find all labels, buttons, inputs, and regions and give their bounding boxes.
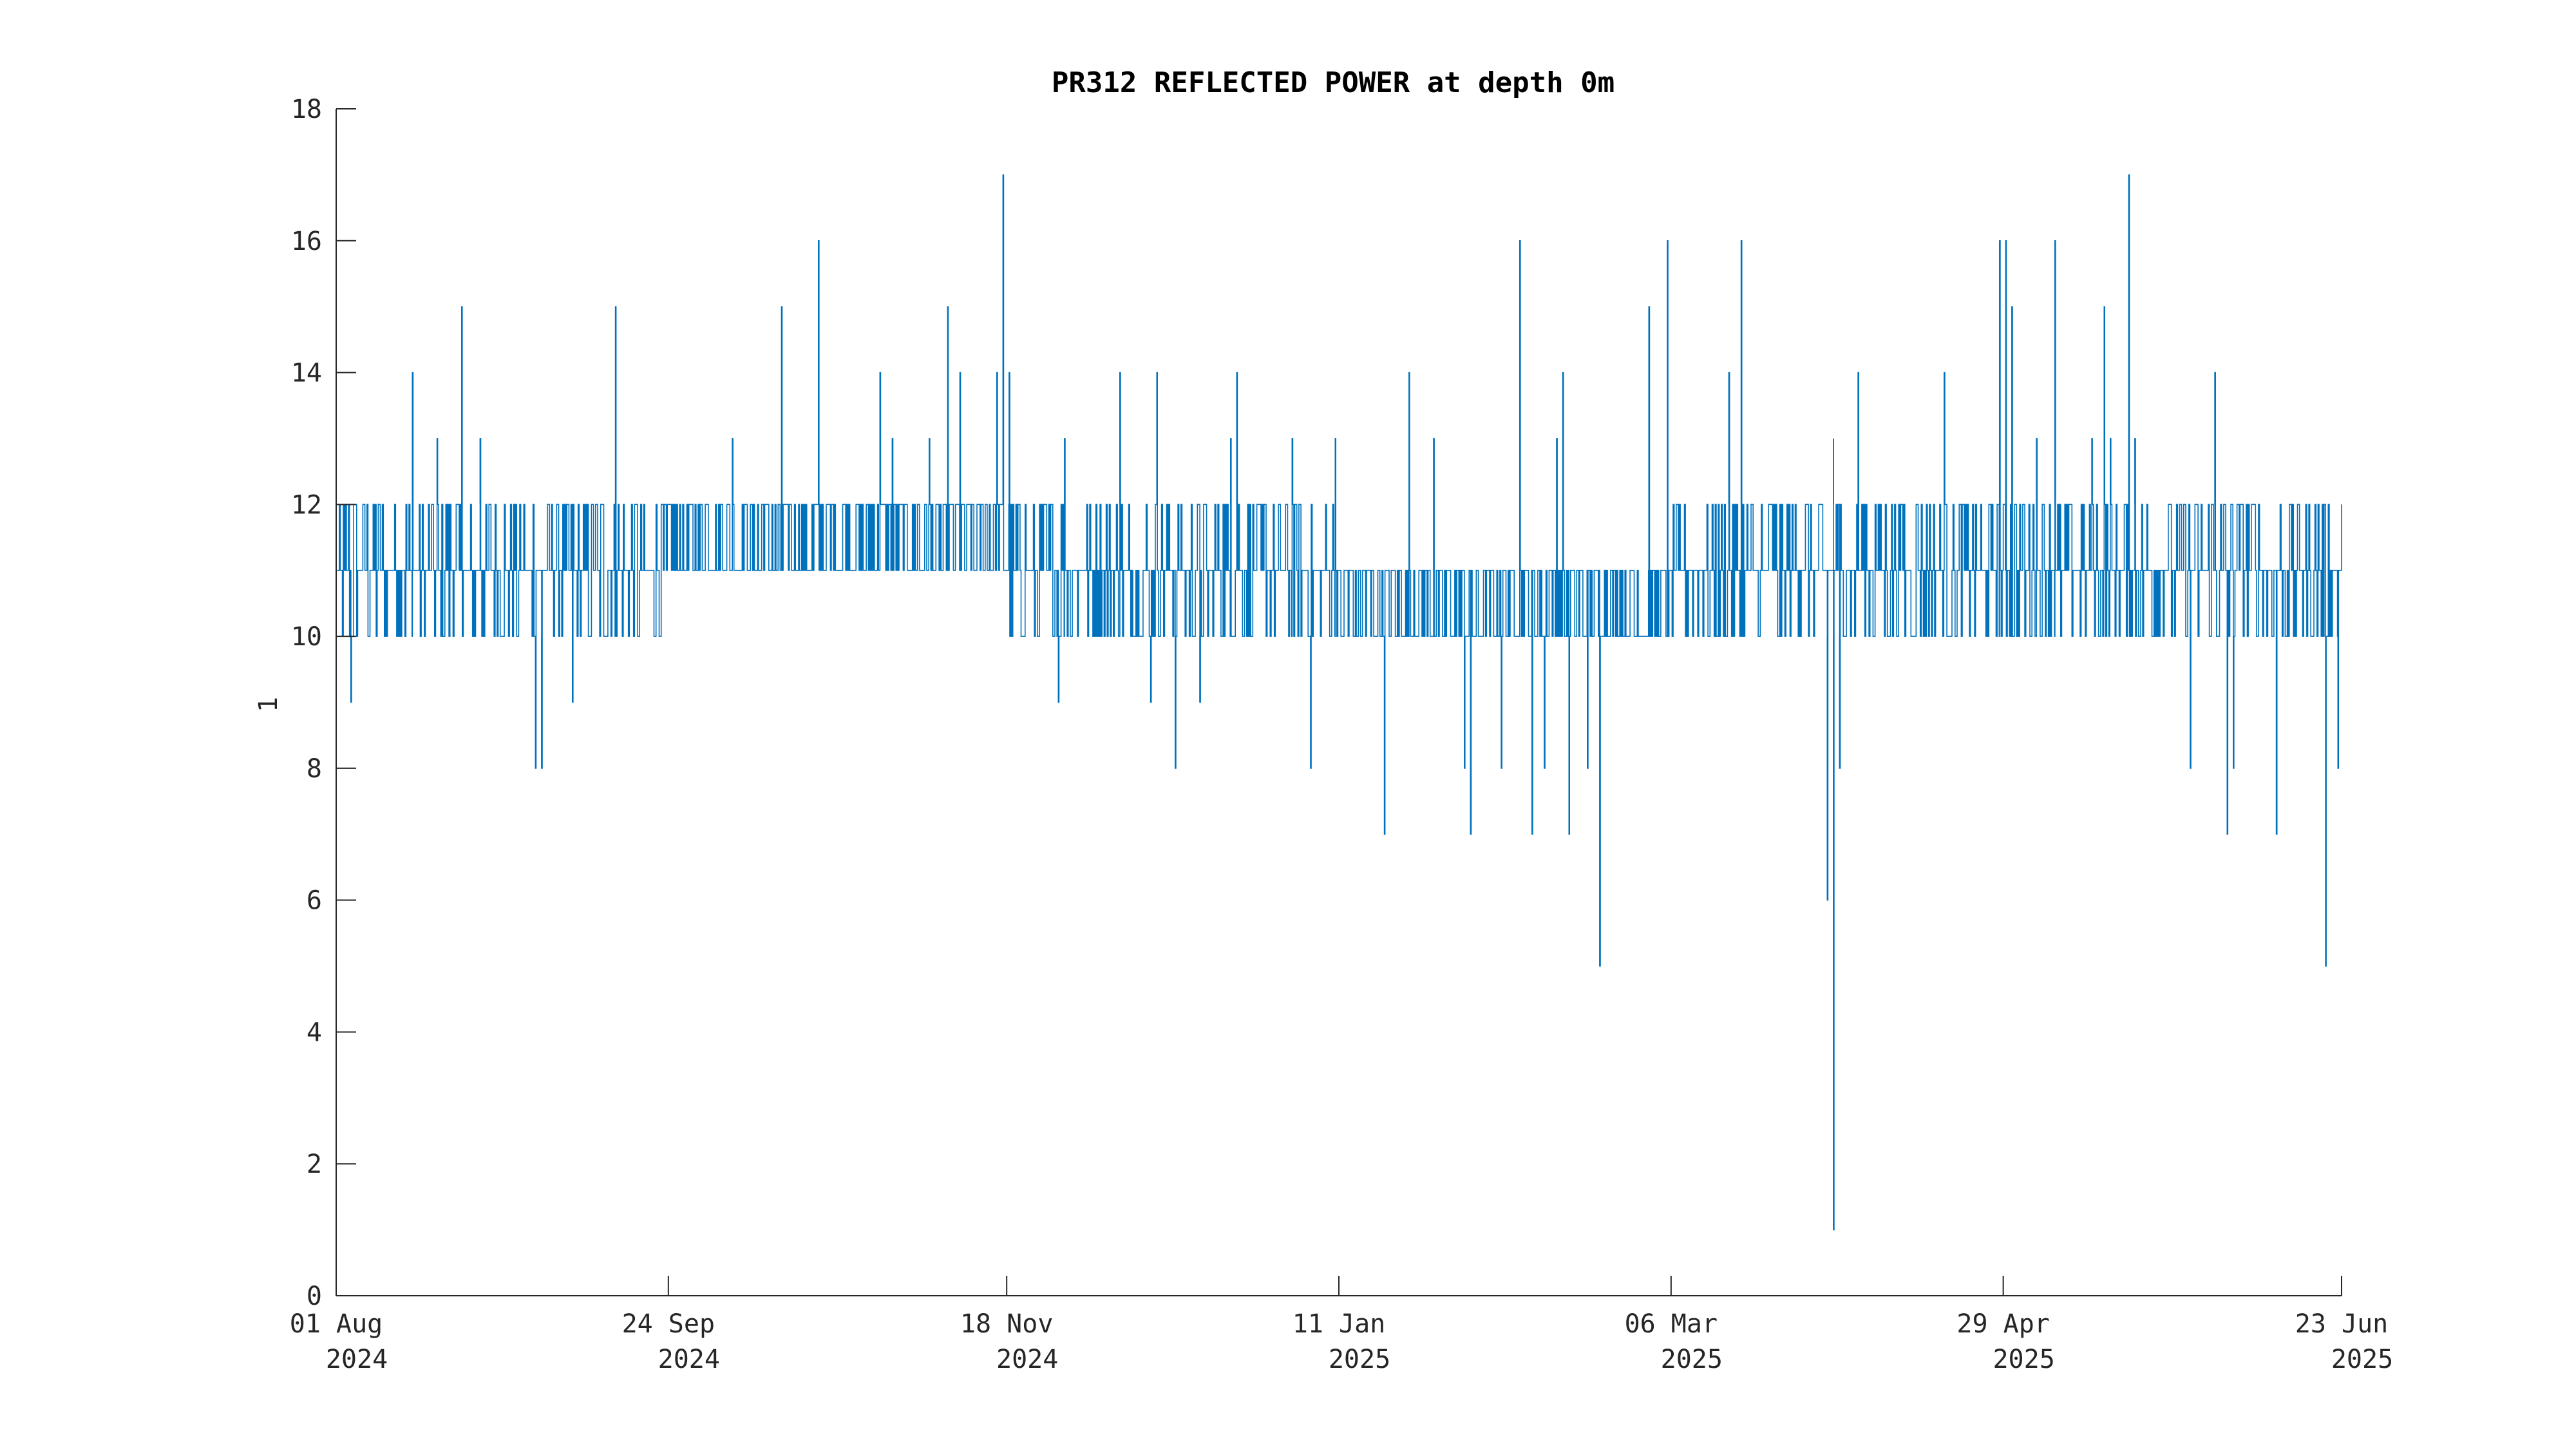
x-tick-label-year: 2024 [326,1345,388,1374]
x-tick-label-year: 2024 [996,1345,1058,1374]
y-tick-label: 8 [307,754,322,784]
x-tick-label: 29 Apr [1956,1309,2050,1339]
y-tick-label: 10 [291,622,322,652]
y-axis-label: 1 [254,697,283,712]
axes: 0 2 4 6 8 10 12 14 16 18 01 Aug 2024 24 Sep 2024 18 No… [290,95,2393,1374]
y-tick-label: 14 [291,359,322,388]
x-tick-label-year: 2025 [2331,1345,2393,1374]
x-tick-label: 01 Aug [290,1309,383,1339]
x-tick-label: 11 Jan [1293,1309,1386,1339]
series-line [336,174,2342,1231]
x-tick-label-year: 2025 [1993,1345,2054,1374]
y-tick-label: 18 [291,95,322,124]
y-tick-label: 16 [291,227,322,256]
x-tick-label-year: 2025 [1329,1345,1390,1374]
x-tick-label: 23 Jun [2295,1309,2389,1339]
x-tick-label: 06 Mar [1625,1309,1718,1339]
x-tick-label-year: 2025 [1661,1345,1723,1374]
x-tick-label: 18 Nov [960,1309,1054,1339]
y-tick-label: 4 [307,1018,322,1047]
chart-title: PR312 REFLECTED POWER at depth 0m [1052,66,1615,99]
x-tick-label: 24 Sep [622,1309,715,1339]
y-tick-label: 12 [291,490,322,520]
x-tick-label-year: 2024 [658,1345,720,1374]
series-group [336,174,2342,1231]
y-tick-label: 0 [307,1282,322,1311]
y-tick-label: 2 [307,1150,322,1179]
y-tick-label: 6 [307,886,322,916]
